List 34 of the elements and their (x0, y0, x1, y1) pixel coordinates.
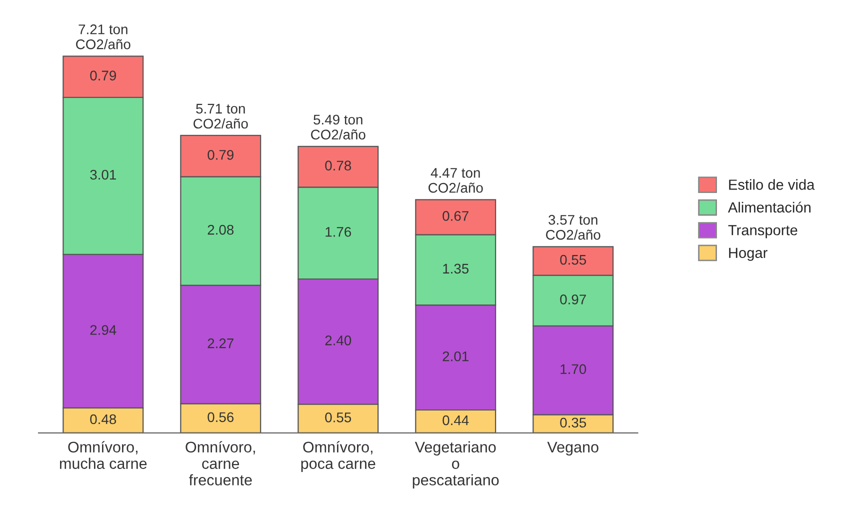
total-label: 4.47 ton CO2/año (428, 168, 483, 193)
data-label: 3.01 (90, 170, 116, 180)
data-label: 2.01 (442, 351, 468, 362)
legend-label: Transporte (728, 225, 798, 238)
x-tick-label: Omnívoro, carne frecuente (186, 441, 255, 486)
data-label: 2.08 (208, 224, 234, 235)
data-label: 2.27 (208, 338, 234, 348)
legend-label: Alimentación (728, 202, 810, 213)
data-label: 1.76 (326, 226, 352, 237)
data-label: 0.78 (325, 160, 352, 171)
data-label: 2.94 (90, 325, 116, 335)
total-label: 3.57 ton CO2/año (546, 214, 600, 240)
data-label: 0.35 (560, 418, 586, 428)
data-label: 1.70 (560, 364, 586, 374)
data-label: 0.55 (560, 254, 586, 265)
data-label: 0.67 (442, 211, 468, 221)
x-tick-label: Omnívoro, mucha carne (60, 441, 147, 469)
data-label: 0.44 (442, 415, 469, 426)
data-label: 0.79 (90, 70, 116, 80)
data-label: 2.40 (325, 336, 352, 346)
x-tick-label: Omnívoro, poca carne (301, 441, 376, 472)
data-label: 1.35 (443, 264, 469, 274)
data-label: 0.56 (208, 412, 234, 422)
data-label: 0.97 (560, 294, 586, 304)
data-label: 0.79 (208, 150, 234, 160)
legend-label: Estilo de vida (729, 179, 815, 190)
data-label: 0.48 (90, 414, 116, 424)
total-label: 5.71 ton CO2/año (194, 104, 248, 129)
x-tick-label: Vegetariano o pescatariano (412, 441, 499, 488)
x-tick-label: Vegano (547, 442, 598, 456)
total-label: 5.49 ton CO2/año (311, 114, 366, 140)
data-label: 0.55 (325, 412, 352, 422)
total-label: 7.21 ton CO2/año (76, 24, 130, 50)
legend-label: Hogar (729, 248, 768, 261)
